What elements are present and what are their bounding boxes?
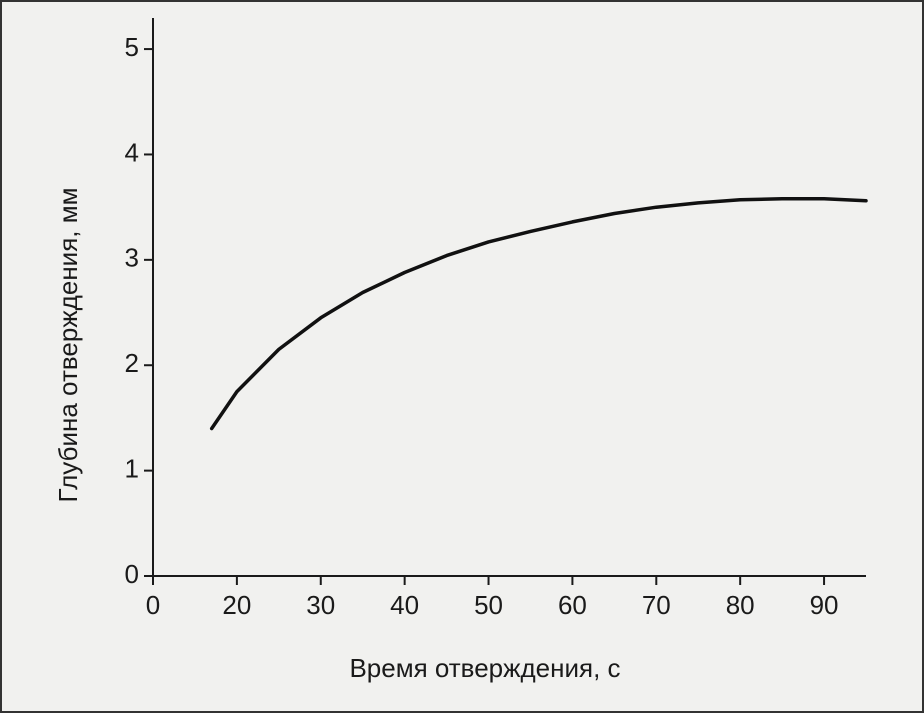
x-tick-label: 0 — [146, 590, 160, 620]
y-tick-label: 0 — [125, 559, 139, 589]
y-tick-label: 1 — [125, 453, 139, 483]
x-tick-label: 90 — [810, 590, 839, 620]
curve — [209, 196, 868, 431]
y-tick-label: 4 — [125, 137, 139, 167]
x-tick-label: 20 — [222, 590, 251, 620]
x-tick-label: 50 — [474, 590, 503, 620]
x-tick-label: 70 — [642, 590, 671, 620]
y-tick-label: 3 — [125, 243, 139, 273]
x-tick-label: 80 — [726, 590, 755, 620]
y-tick-label: 2 — [125, 348, 139, 378]
y-tick-label: 5 — [125, 32, 139, 62]
x-axis-title: Время отверждения, с — [349, 653, 620, 683]
y-axis-title: Глубина отверждения, мм — [53, 188, 83, 503]
x-tick-label: 60 — [558, 590, 587, 620]
x-tick-label: 40 — [390, 590, 419, 620]
x-tick-label: 30 — [306, 590, 335, 620]
